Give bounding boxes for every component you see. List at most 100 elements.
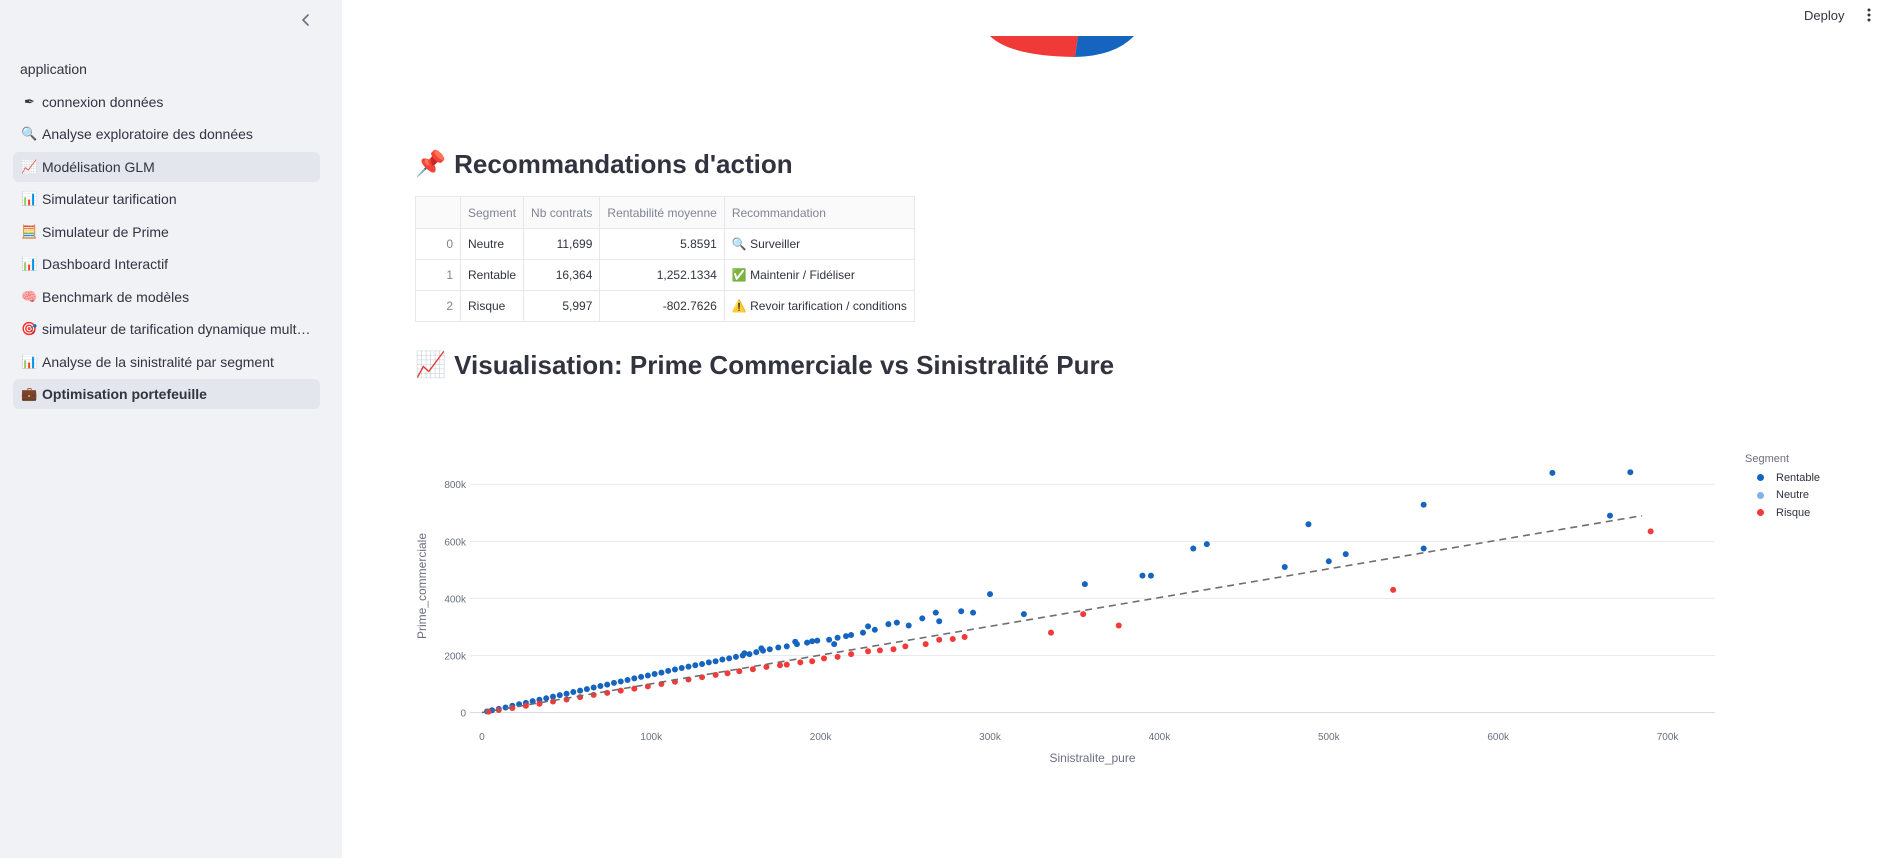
data-point-rentable bbox=[699, 661, 706, 668]
data-point-risque bbox=[736, 668, 743, 675]
data-point-rentable bbox=[583, 686, 590, 693]
data-point-risque bbox=[763, 663, 770, 670]
main-menu-button[interactable] bbox=[1858, 4, 1880, 26]
data-point-rentable bbox=[651, 671, 658, 678]
table-row[interactable]: 2 Risque 5,997 -802.7626 ⚠️ Revoir tarif… bbox=[415, 290, 915, 322]
sidebar-item-label: Simulateur tarification bbox=[42, 191, 177, 207]
data-point-risque bbox=[536, 700, 543, 707]
y-axis-title: Prime_commerciale bbox=[415, 533, 429, 639]
data-point-risque bbox=[848, 651, 855, 658]
trend-line bbox=[481, 514, 1643, 714]
data-point-risque bbox=[1080, 611, 1087, 618]
sidebar-item-4[interactable]: 📊 Simulateur tarification bbox=[13, 184, 320, 214]
data-point-rentable bbox=[814, 637, 821, 644]
sidebar-item-1[interactable]: ✒ connexion données bbox=[13, 87, 320, 117]
data-point-rentable bbox=[671, 666, 678, 673]
table-row[interactable]: 0 Neutre 11,699 5.8591 🔍 Surveiller bbox=[415, 228, 915, 260]
nav-icon: 🎯 bbox=[21, 321, 38, 336]
sidebar-item-10[interactable]: 💼 Optimisation portefeuille bbox=[13, 379, 320, 409]
data-point-risque bbox=[724, 670, 731, 677]
cell-segment[interactable]: Neutre bbox=[459, 228, 525, 260]
column-header-recommandation[interactable]: Recommandation bbox=[723, 196, 915, 229]
nav-icon: 💼 bbox=[21, 386, 38, 401]
data-point-risque bbox=[809, 658, 816, 665]
data-point-rentable bbox=[775, 644, 782, 651]
data-point-rentable bbox=[905, 622, 912, 629]
legend-item-rentable[interactable]: Rentable bbox=[1745, 469, 1820, 487]
data-point-rentable bbox=[919, 615, 926, 622]
cell-rentabilite[interactable]: 5.8591 bbox=[599, 228, 725, 260]
sidebar-item-9[interactable]: 📊 Analyse de la sinistralité par segment bbox=[13, 347, 320, 377]
collapse-sidebar-button[interactable] bbox=[292, 6, 320, 34]
cell-nb-contrats[interactable]: 5,997 bbox=[523, 290, 601, 322]
column-header-index[interactable] bbox=[415, 196, 461, 229]
data-point-rentable bbox=[958, 608, 965, 615]
data-point-rentable bbox=[758, 645, 765, 652]
y-tick-label: 200k bbox=[444, 651, 467, 662]
cell-segment[interactable]: Rentable bbox=[459, 259, 525, 291]
column-header-rentabilite[interactable]: Rentabilité moyenne bbox=[599, 196, 725, 229]
nav-icon: 🧠 bbox=[21, 288, 38, 304]
data-point-risque bbox=[1115, 622, 1122, 629]
legend-marker bbox=[1757, 509, 1764, 517]
cell-rentabilite[interactable]: -802.7626 bbox=[599, 290, 725, 322]
column-header-segment[interactable]: Segment bbox=[459, 196, 525, 229]
data-point-rentable bbox=[732, 653, 739, 660]
recommendations-table[interactable]: Segment Nb contrats Rentabilité moyenne … bbox=[415, 196, 915, 322]
sidebar-item-2[interactable]: 🔍 Analyse exploratoire des données bbox=[13, 119, 320, 149]
cell-rentabilite[interactable]: 1,252.1334 bbox=[599, 259, 725, 291]
data-point-risque bbox=[590, 691, 597, 698]
sidebar-item-label: simulateur de tarification dynamique mul… bbox=[42, 321, 312, 337]
data-point-rentable bbox=[719, 656, 726, 663]
cell-recommandation[interactable]: ⚠️ Revoir tarification / conditions bbox=[723, 290, 915, 322]
column-header-nb-contrats[interactable]: Nb contrats bbox=[523, 196, 601, 229]
data-point-rentable bbox=[741, 650, 748, 657]
legend-marker bbox=[1757, 474, 1764, 482]
sidebar-item-label: connexion données bbox=[42, 93, 164, 110]
data-point-rentable bbox=[678, 665, 685, 672]
sidebar-item-label: Simulateur de Prime bbox=[42, 223, 169, 240]
legend-item-risque[interactable]: Risque bbox=[1745, 504, 1820, 522]
sidebar-item-5[interactable]: 🧮 Simulateur de Prime bbox=[13, 217, 320, 247]
cell-recommandation[interactable]: ✅ Maintenir / Fidéliser bbox=[723, 259, 915, 291]
data-point-risque bbox=[1647, 528, 1654, 535]
data-point-rentable bbox=[604, 681, 611, 688]
sidebar-item-3[interactable]: 📈 Modélisation GLM bbox=[13, 151, 320, 182]
legend-item-neutre[interactable]: Neutre bbox=[1745, 487, 1820, 505]
data-point-rentable bbox=[1020, 611, 1027, 618]
deploy-button[interactable]: Deploy bbox=[1804, 7, 1845, 23]
scatter-chart[interactable]: 0 200k 400k 600k 800k 0 100k 200k 300k 400k 500k 60… bbox=[400, 440, 1730, 780]
data-point-rentable bbox=[1190, 545, 1197, 552]
sidebar-item-6[interactable]: 📊 Dashboard Interactif bbox=[13, 249, 320, 279]
table-row[interactable]: 1 Rentable 16,364 1,252.1334 ✅ Maintenir… bbox=[415, 259, 915, 291]
visualisation-title: Visualisation: Prime Commerciale vs Sini… bbox=[454, 350, 1115, 380]
row-index: 1 bbox=[415, 259, 461, 291]
x-tick-label: 400k bbox=[1149, 732, 1172, 743]
data-point-risque bbox=[834, 653, 841, 660]
data-point-risque bbox=[749, 666, 756, 673]
sidebar-item-label: Optimisation portefeuille bbox=[42, 386, 207, 402]
x-tick-label: 100k bbox=[640, 732, 663, 743]
recommendations-heading: 📌 Recommandations d'action bbox=[415, 149, 793, 180]
cell-recommandation[interactable]: 🔍 Surveiller bbox=[723, 228, 915, 260]
cell-nb-contrats[interactable]: 11,699 bbox=[523, 228, 601, 260]
cell-segment[interactable]: Risque bbox=[459, 290, 525, 322]
data-point-risque bbox=[949, 635, 956, 642]
data-point-rentable bbox=[705, 659, 712, 666]
data-point-rentable bbox=[1305, 521, 1312, 528]
cell-nb-contrats[interactable]: 16,364 bbox=[523, 259, 601, 291]
row-index: 2 bbox=[415, 290, 461, 322]
sidebar-item-application[interactable]: application bbox=[13, 54, 320, 84]
data-point-rentable bbox=[1342, 551, 1349, 558]
data-point-rentable bbox=[1549, 469, 1556, 476]
data-point-rentable bbox=[932, 609, 939, 616]
sidebar-item-7[interactable]: 🧠 Benchmark de modèles bbox=[13, 282, 320, 312]
data-point-rentable bbox=[529, 698, 536, 705]
recommendation-text: Revoir tarification / conditions bbox=[750, 299, 907, 313]
x-tick-label: 700k bbox=[1657, 732, 1680, 743]
sidebar-item-8[interactable]: 🎯 simulateur de tarification dynamique mu… bbox=[13, 314, 320, 344]
data-point-risque bbox=[1390, 586, 1397, 593]
visualisation-heading: 📈 Visualisation: Prime Commerciale vs Si… bbox=[415, 350, 1114, 381]
data-point-rentable bbox=[893, 619, 900, 626]
x-tick-label: 300k bbox=[979, 732, 1002, 743]
